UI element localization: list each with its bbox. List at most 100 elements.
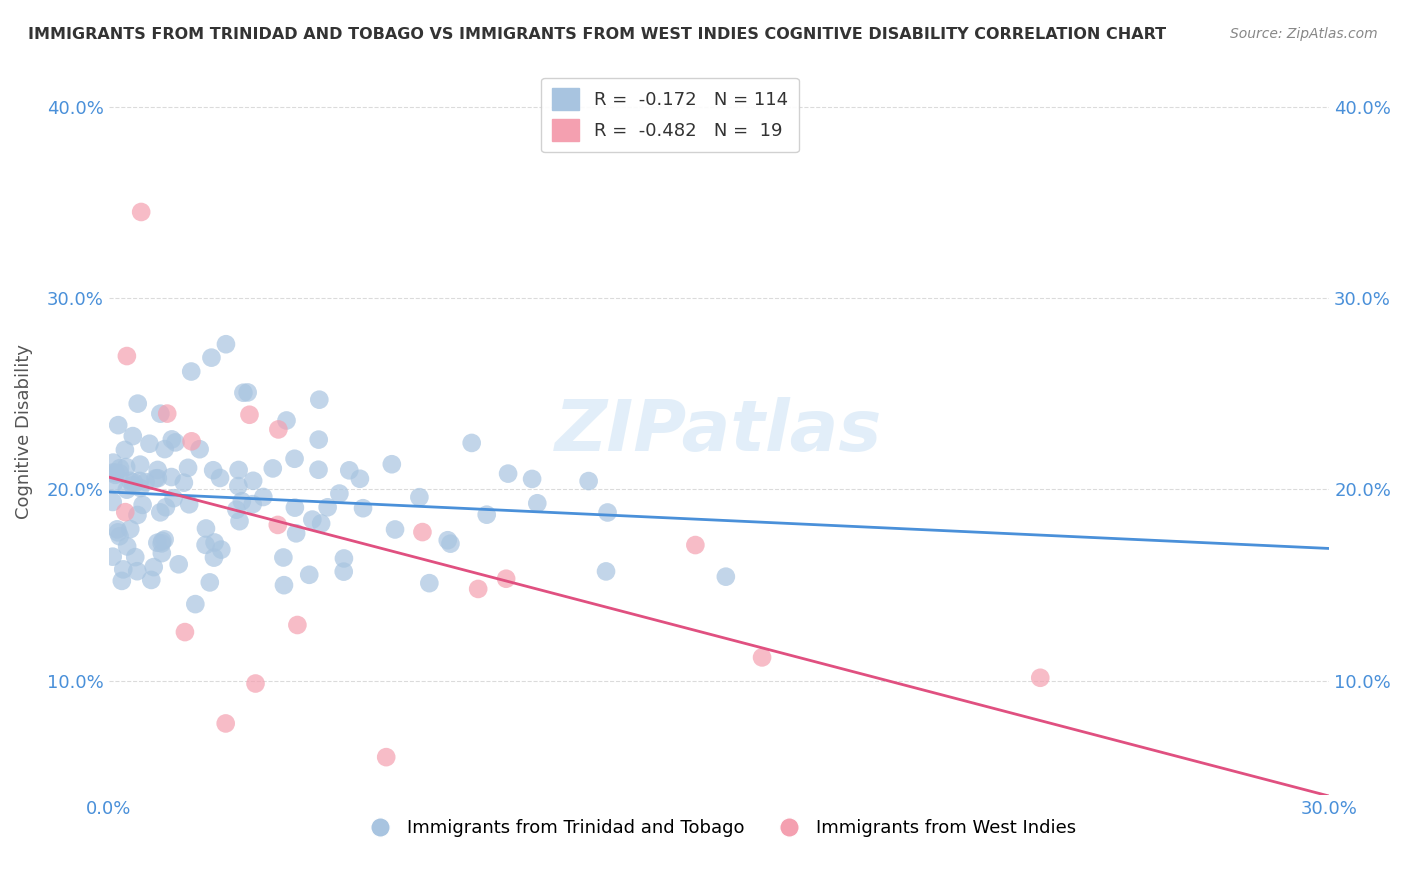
Point bbox=[165, 435, 187, 450]
Point bbox=[188, 442, 211, 457]
Point bbox=[236, 385, 259, 400]
Point bbox=[150, 546, 173, 560]
Point bbox=[276, 413, 298, 427]
Point bbox=[138, 436, 160, 450]
Point bbox=[301, 512, 323, 526]
Y-axis label: Cognitive Disability: Cognitive Disability bbox=[15, 344, 32, 519]
Point bbox=[104, 466, 127, 480]
Point bbox=[184, 597, 207, 611]
Point bbox=[149, 505, 172, 519]
Point bbox=[107, 418, 129, 433]
Point bbox=[120, 522, 142, 536]
Point bbox=[180, 434, 202, 449]
Point bbox=[460, 436, 482, 450]
Point bbox=[153, 442, 176, 456]
Point bbox=[131, 498, 153, 512]
Point bbox=[149, 407, 172, 421]
Point bbox=[273, 578, 295, 592]
Point bbox=[153, 533, 176, 547]
Point bbox=[349, 472, 371, 486]
Point bbox=[160, 470, 183, 484]
Point bbox=[284, 500, 307, 515]
Point bbox=[332, 565, 354, 579]
Point bbox=[418, 576, 440, 591]
Point bbox=[160, 433, 183, 447]
Legend: Immigrants from Trinidad and Tobago, Immigrants from West Indies: Immigrants from Trinidad and Tobago, Imm… bbox=[354, 812, 1084, 845]
Point bbox=[467, 582, 489, 596]
Point bbox=[101, 456, 124, 470]
Point bbox=[141, 573, 163, 587]
Point bbox=[225, 502, 247, 516]
Point bbox=[122, 475, 145, 490]
Text: Source: ZipAtlas.com: Source: ZipAtlas.com bbox=[1230, 27, 1378, 41]
Point bbox=[114, 442, 136, 457]
Point bbox=[162, 491, 184, 506]
Point bbox=[215, 337, 238, 351]
Point bbox=[232, 385, 254, 400]
Point bbox=[167, 558, 190, 572]
Point bbox=[146, 471, 169, 485]
Point bbox=[284, 451, 307, 466]
Point bbox=[107, 525, 129, 540]
Point bbox=[129, 205, 152, 219]
Point bbox=[127, 564, 149, 578]
Point bbox=[308, 463, 330, 477]
Point bbox=[352, 501, 374, 516]
Point bbox=[262, 461, 284, 475]
Point bbox=[526, 496, 548, 510]
Text: ZIPatlas: ZIPatlas bbox=[555, 398, 883, 467]
Point bbox=[156, 407, 179, 421]
Point bbox=[127, 508, 149, 522]
Point bbox=[439, 536, 461, 550]
Point bbox=[101, 495, 124, 509]
Point bbox=[128, 474, 150, 488]
Point bbox=[108, 529, 131, 543]
Point bbox=[146, 535, 169, 549]
Point bbox=[316, 500, 339, 515]
Point bbox=[267, 517, 290, 532]
Point bbox=[375, 750, 398, 764]
Point bbox=[108, 467, 131, 481]
Point bbox=[337, 463, 360, 477]
Point bbox=[242, 497, 264, 511]
Point bbox=[115, 460, 138, 475]
Point bbox=[267, 422, 290, 436]
Point bbox=[115, 483, 138, 497]
Point bbox=[333, 551, 356, 566]
Point bbox=[596, 506, 619, 520]
Point bbox=[215, 716, 238, 731]
Point bbox=[298, 567, 321, 582]
Point bbox=[135, 475, 157, 489]
Point bbox=[174, 625, 197, 640]
Point bbox=[436, 533, 458, 548]
Point bbox=[204, 535, 226, 549]
Point bbox=[231, 494, 253, 508]
Point bbox=[751, 650, 773, 665]
Point bbox=[308, 392, 330, 407]
Point bbox=[150, 534, 173, 549]
Point bbox=[129, 481, 152, 495]
Point bbox=[578, 474, 600, 488]
Point bbox=[177, 460, 200, 475]
Point bbox=[127, 396, 149, 410]
Point bbox=[495, 572, 517, 586]
Point bbox=[115, 540, 138, 554]
Point bbox=[101, 466, 124, 480]
Point bbox=[202, 550, 225, 565]
Point bbox=[180, 364, 202, 378]
Point bbox=[242, 474, 264, 488]
Point bbox=[121, 478, 143, 492]
Point bbox=[150, 536, 173, 550]
Point bbox=[411, 524, 433, 539]
Point bbox=[111, 574, 134, 588]
Point bbox=[238, 408, 260, 422]
Point bbox=[595, 565, 617, 579]
Point bbox=[252, 490, 274, 504]
Point bbox=[384, 523, 406, 537]
Point bbox=[228, 514, 250, 528]
Point bbox=[685, 538, 707, 552]
Point bbox=[103, 476, 125, 491]
Point bbox=[381, 457, 404, 471]
Point bbox=[104, 467, 127, 482]
Point bbox=[194, 538, 217, 552]
